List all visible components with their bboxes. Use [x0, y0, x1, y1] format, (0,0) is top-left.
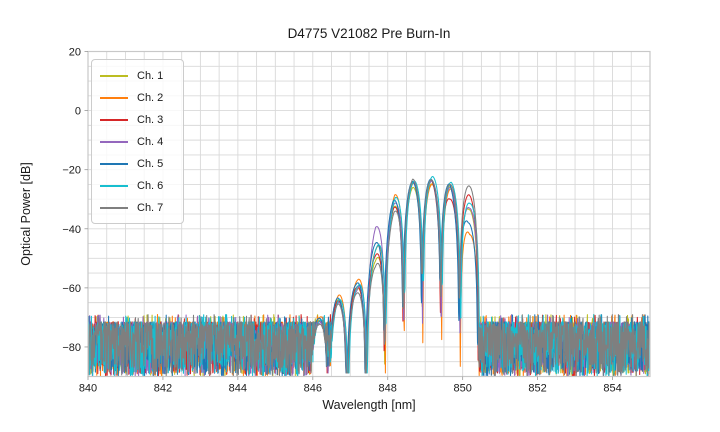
y-tick-label: 0 [75, 106, 81, 118]
x-tick-label: 850 [453, 383, 471, 395]
x-tick-label: 842 [154, 383, 172, 395]
y-tick-label: 20 [69, 47, 81, 59]
legend-item: Ch. 4 [92, 131, 183, 153]
legend-line-swatch [100, 75, 128, 77]
legend-line-swatch [100, 119, 128, 121]
legend-item: Ch. 3 [92, 109, 183, 131]
x-tick-label: 854 [603, 383, 621, 395]
ticks [84, 51, 613, 380]
legend-label: Ch. 6 [137, 180, 164, 192]
x-axis-label: Wavelength [nm] [322, 398, 416, 412]
legend-label: Ch. 4 [137, 136, 164, 148]
legend-line-swatch [100, 141, 128, 143]
x-tick-label: 846 [304, 383, 322, 395]
legend-line-swatch [100, 207, 128, 209]
legend-item: Ch. 5 [92, 153, 183, 175]
legend-item: Ch. 2 [92, 87, 183, 109]
spectra [88, 175, 650, 377]
legend-item: Ch. 7 [92, 197, 183, 219]
legend-line-swatch [100, 97, 128, 99]
legend-label: Ch. 7 [137, 202, 164, 214]
legend-line-swatch [100, 185, 128, 187]
x-tick-label: 840 [79, 383, 97, 395]
legend: Ch. 1 Ch. 2 Ch. 3 Ch. 4 Ch. 5 Ch. 6 Ch. 7 [91, 59, 184, 224]
chart-title: D4775 V21082 Pre Burn-In [287, 26, 451, 41]
x-tick-label: 848 [379, 383, 397, 395]
legend-item: Ch. 1 [92, 65, 183, 87]
legend-label: Ch. 5 [137, 158, 164, 170]
y-tick-label: −60 [62, 283, 81, 295]
legend-item: Ch. 6 [92, 175, 183, 197]
axes-frame [87, 50, 651, 378]
x-tick-label: 852 [528, 383, 546, 395]
y-tick-label: −80 [62, 342, 81, 354]
legend-label: Ch. 3 [137, 114, 164, 126]
spectrum-trace-7 [88, 178, 650, 377]
legend-label: Ch. 1 [137, 70, 164, 82]
legend-label: Ch. 2 [137, 92, 164, 104]
legend-line-swatch [100, 163, 128, 165]
y-axis-label: Optical Power [dB] [19, 162, 33, 266]
y-tick-label: −20 [62, 165, 81, 177]
y-tick-label: −40 [62, 224, 81, 236]
x-tick-label: 844 [229, 383, 247, 395]
tick-labels: 840 842 844 846 848 850 852 854 20 0 −20 −40 −60 −80 [62, 47, 621, 395]
